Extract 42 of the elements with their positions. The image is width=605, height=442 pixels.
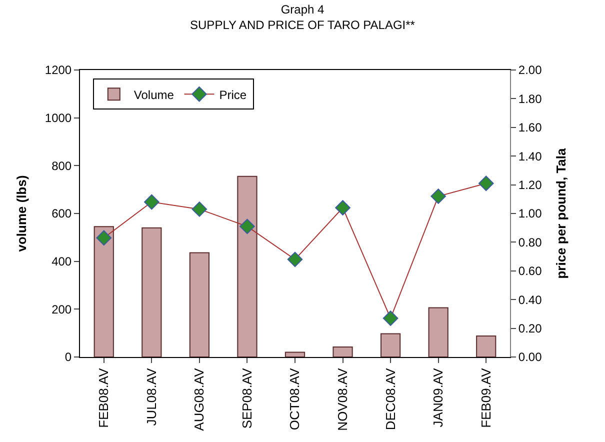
y-tick-label: 1000 (44, 111, 72, 126)
bar (428, 307, 448, 357)
x-tick-label: DEC08.AV (382, 368, 398, 430)
bar (284, 352, 306, 357)
y2-tick-label: 0.00 (518, 350, 542, 364)
y-tick-label: 600 (52, 206, 72, 221)
y2-tick-label: 2.00 (518, 63, 542, 78)
y2-tick-label: 0.20 (518, 322, 542, 336)
y2-tick-label: 1.00 (518, 206, 542, 221)
bar (94, 226, 114, 357)
y2-tick-label: 1.20 (518, 178, 542, 192)
x-tick-label: JAN09.AV (430, 368, 446, 428)
y2-tick-label: 0.60 (518, 264, 542, 278)
y-axis-title: volume (lbs) (14, 175, 29, 252)
y-tick-label: 0 (64, 350, 72, 364)
bar (237, 176, 258, 357)
y2-tick-label: 1.40 (518, 149, 542, 164)
y-tick-label: 1200 (44, 63, 72, 78)
legend-label: Volume (134, 88, 174, 102)
y-tick-label: 400 (52, 254, 72, 269)
x-tick-label: OCT08.AV (287, 368, 302, 430)
chart-title: Graph 4 (280, 2, 325, 16)
x-tick-label: SEP08.AV (239, 368, 254, 429)
x-tick-label: AUG08.AV (192, 368, 207, 431)
bar (142, 227, 162, 357)
chart-subtitle: SUPPLY AND PRICE OF TARO PALAGI** (190, 18, 416, 32)
y-tick-label: 800 (52, 158, 72, 173)
x-tick-label: FEB09.AV (478, 368, 494, 428)
bar (476, 335, 496, 357)
x-tick-label: JUL08.AV (144, 368, 159, 426)
y2-tick-label: 1.80 (518, 92, 542, 106)
y-tick-label: 200 (52, 302, 72, 316)
x-tick-label: FEB08.AV (96, 368, 112, 428)
y2-tick-label: 1.60 (518, 120, 542, 135)
bar (380, 333, 401, 357)
y2-tick-label: 0.40 (518, 292, 542, 307)
bar (332, 346, 353, 357)
legend-label: Price (219, 88, 247, 102)
bar (189, 252, 210, 357)
x-tick-label: NOV08.AV (335, 368, 350, 431)
y2-axis-title: price per pound, Tala (554, 147, 569, 279)
y2-tick-label: 0.80 (518, 235, 542, 250)
